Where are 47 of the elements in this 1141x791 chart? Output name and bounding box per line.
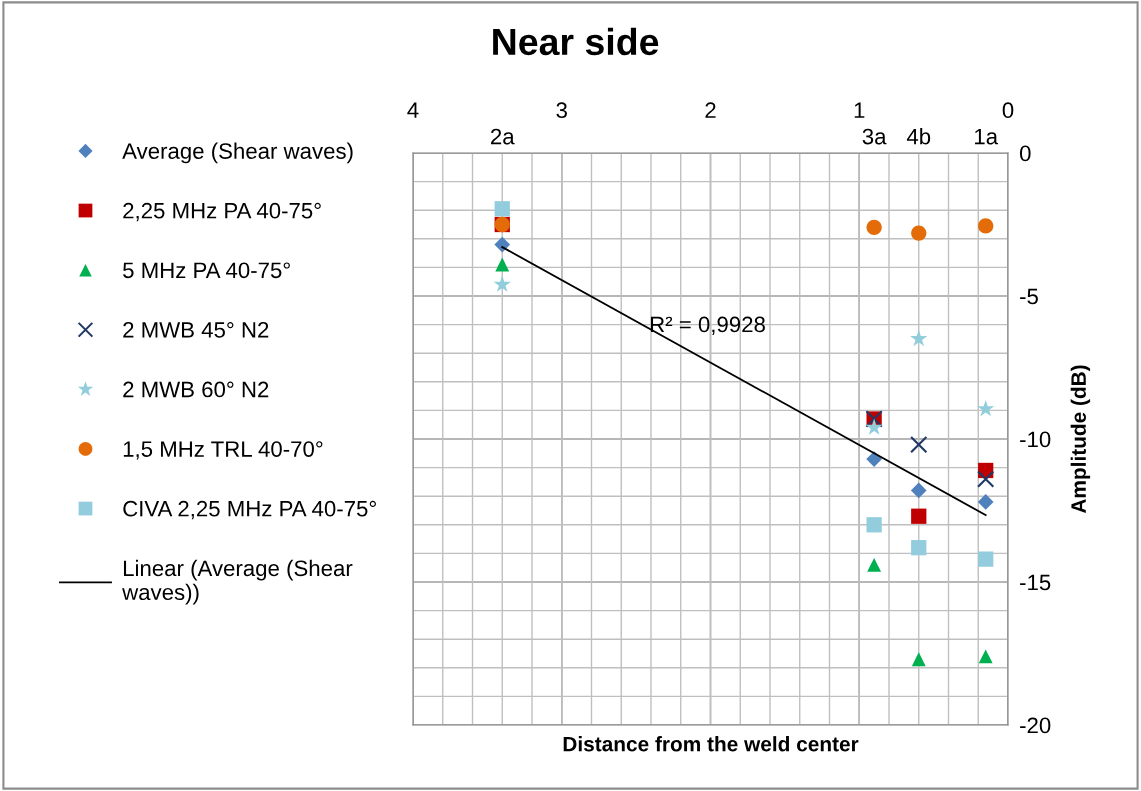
y-axis-title: Amplitude (dB) xyxy=(1070,365,1091,514)
point xyxy=(978,649,993,664)
point xyxy=(910,329,928,347)
chart-title: Near side xyxy=(493,27,659,56)
point xyxy=(911,508,927,524)
point xyxy=(977,399,995,417)
point xyxy=(910,482,927,499)
text: 2a xyxy=(491,128,515,145)
legend-label: 2,25 MHz PA 40-75° xyxy=(123,202,321,222)
y-tick-label: -20 xyxy=(1020,717,1051,734)
legend-label: CIVA 2,25 MHz PA 40-75° xyxy=(123,500,376,520)
x-tick-label: 4 xyxy=(407,102,419,118)
point xyxy=(910,436,928,454)
text: 3a xyxy=(862,128,887,145)
x-tick-label: 3 xyxy=(556,102,567,119)
point xyxy=(866,517,882,533)
text: 4b xyxy=(906,128,931,145)
legend-label: 1,5 MHz TRL 40-70° xyxy=(123,441,323,460)
y-tick-label: -5 xyxy=(1020,288,1038,305)
point xyxy=(495,257,510,272)
x-tick-label: 1 xyxy=(854,102,865,118)
point xyxy=(867,557,882,572)
point xyxy=(977,470,995,488)
point xyxy=(911,540,927,556)
point xyxy=(865,418,883,435)
annotation: R² = 0,9928 xyxy=(650,316,765,335)
point xyxy=(911,652,926,667)
point xyxy=(911,225,927,241)
x-tick-label: 0 xyxy=(1002,102,1014,119)
x-tick-label: 2 xyxy=(705,102,716,118)
x-axis-title: Distance from the weld center xyxy=(563,736,859,752)
point xyxy=(494,236,511,253)
text: 1a xyxy=(975,128,999,145)
y-tick-label: -15 xyxy=(1020,574,1051,591)
legend-label: 2 MWB 60° N2 xyxy=(123,381,269,398)
point xyxy=(978,551,994,567)
y-tick-label: 0 xyxy=(1019,145,1031,162)
point xyxy=(866,219,882,235)
point xyxy=(978,218,994,234)
legend-label: 5 MHz PA 40-75° xyxy=(123,262,290,279)
legend-label: 2 MWB 45° N2 xyxy=(123,322,269,338)
point xyxy=(977,494,994,510)
y-tick-label: -10 xyxy=(1020,431,1051,448)
legend-label: Average (Shear waves) xyxy=(122,142,353,164)
legend-label: Linear (Average (Shear waves)) xyxy=(122,559,353,605)
point xyxy=(494,201,510,217)
point xyxy=(493,275,511,292)
